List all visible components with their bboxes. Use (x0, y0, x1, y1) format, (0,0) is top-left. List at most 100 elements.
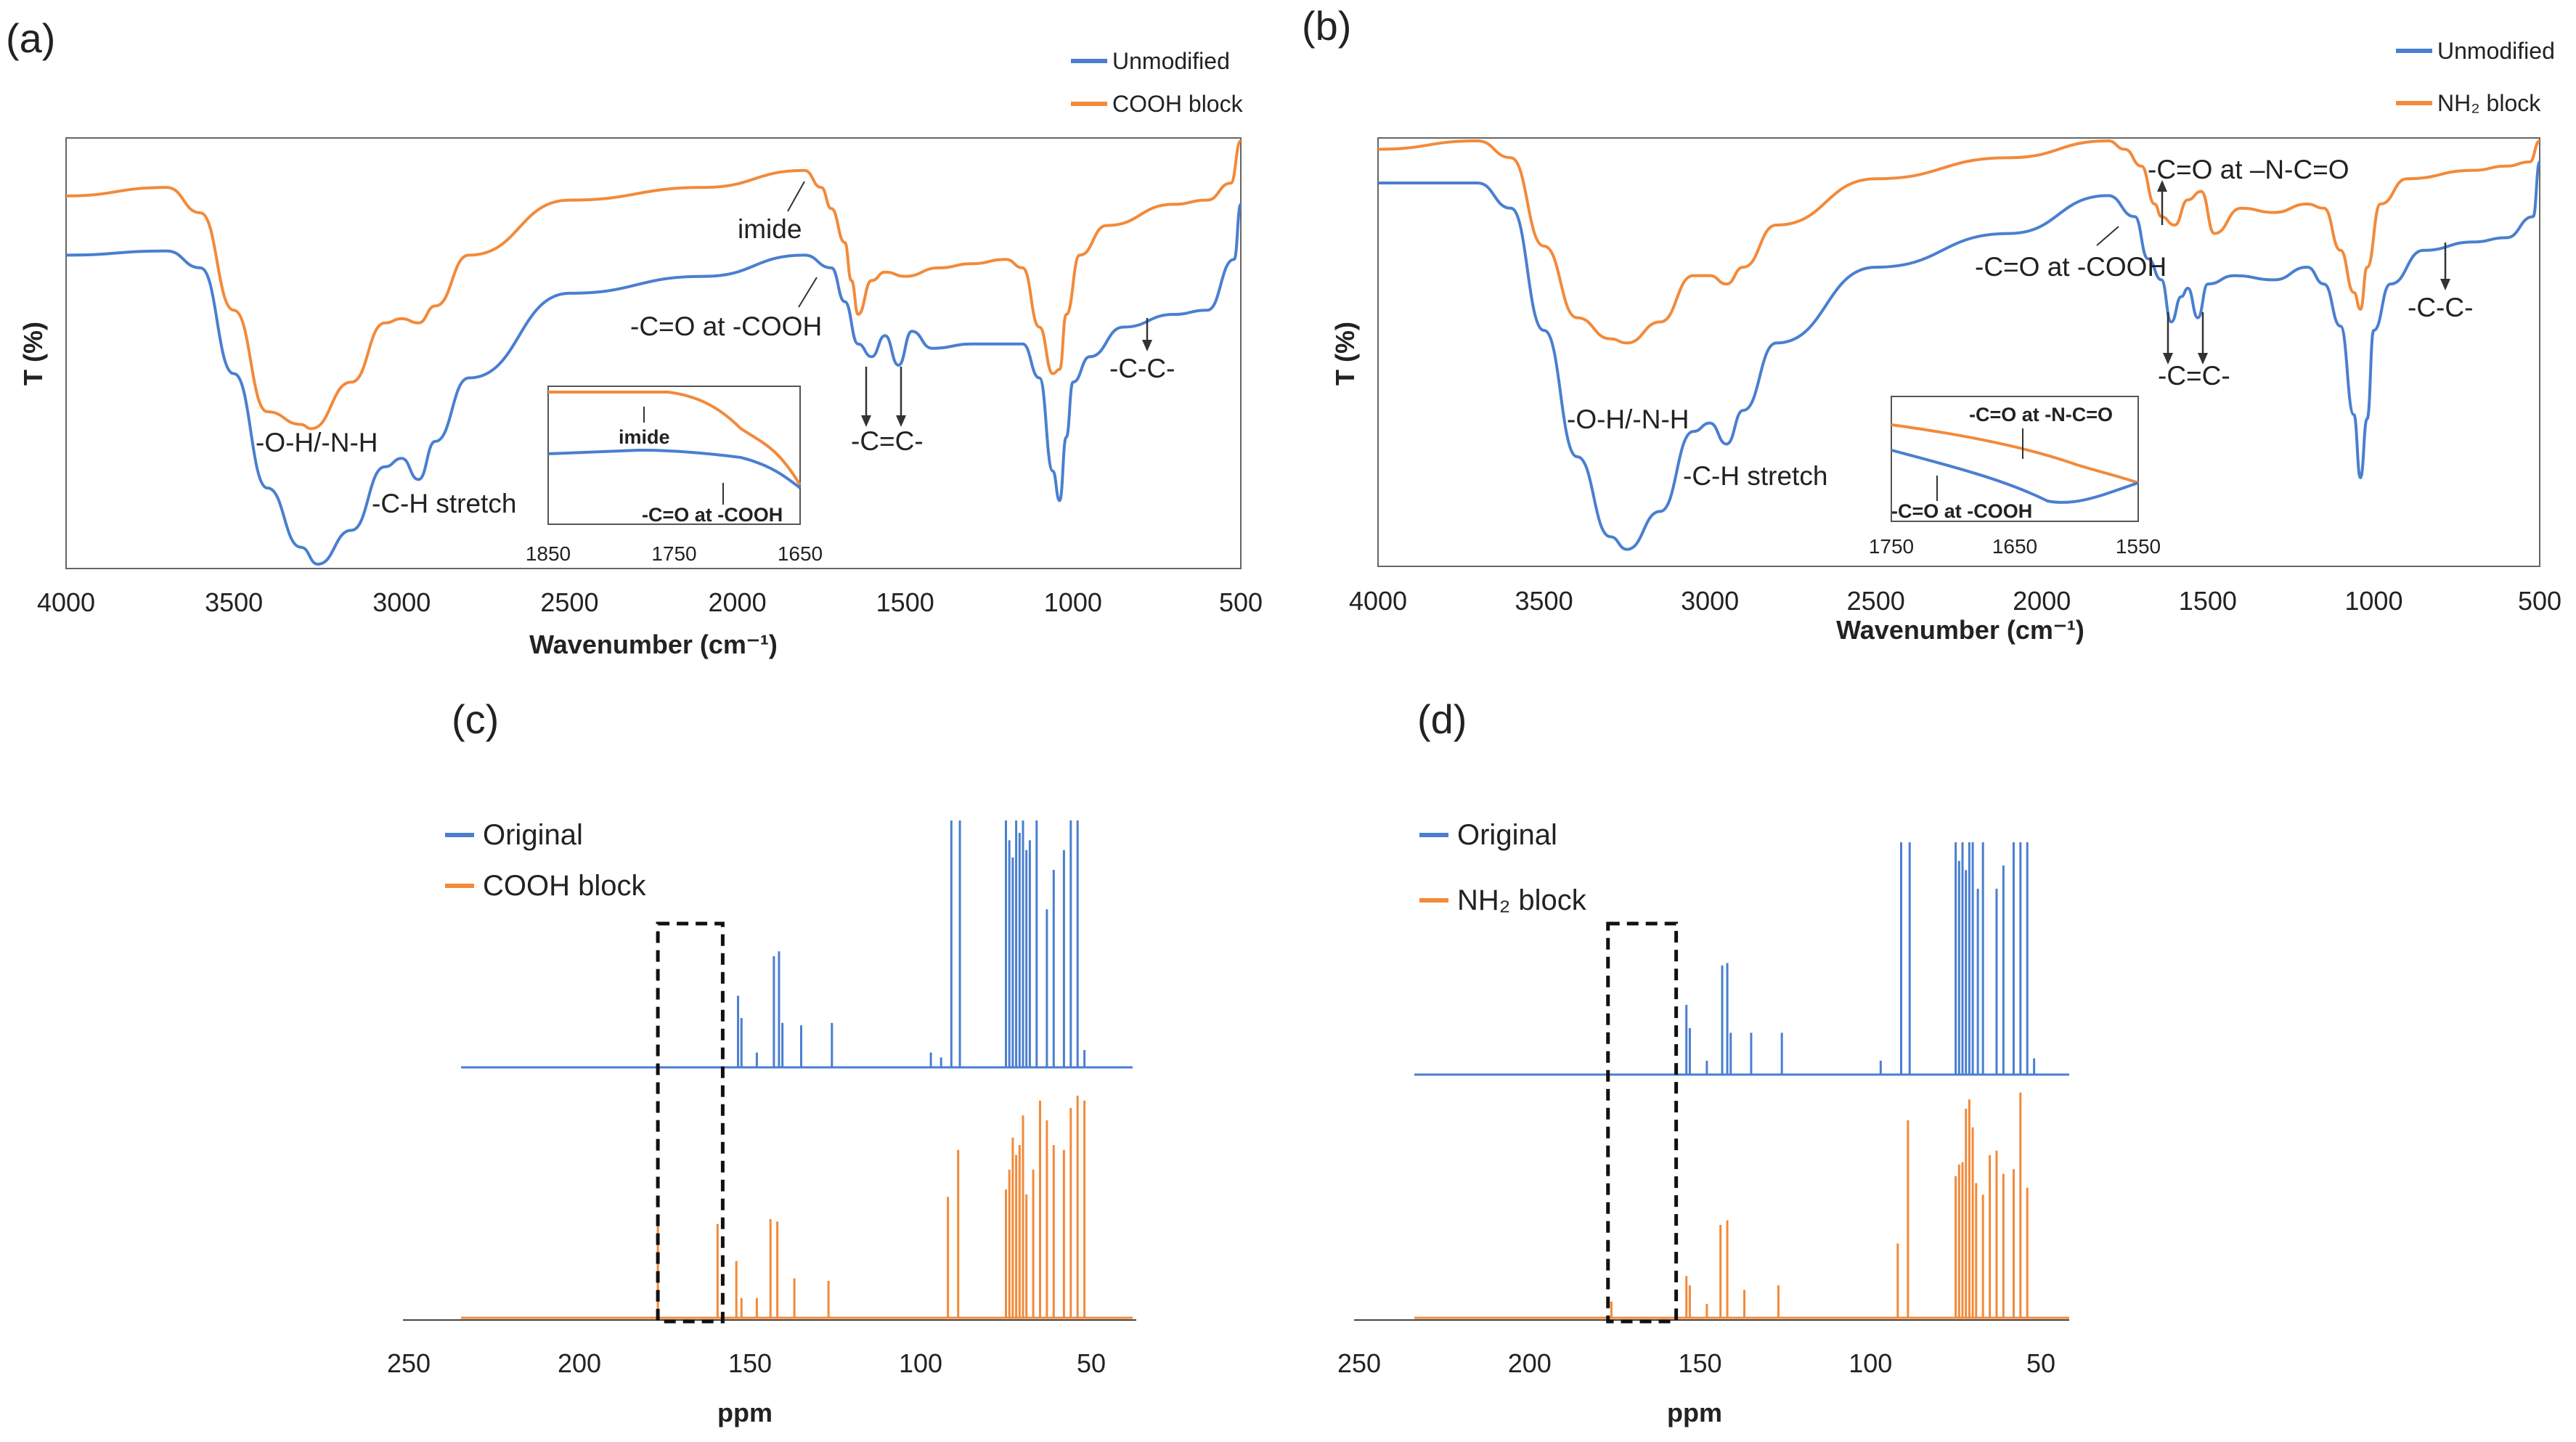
arrowhead-b-cc-1 (2163, 353, 2173, 364)
legend-a-label-0: Unmodified (1112, 48, 1230, 74)
legend-b-label-0: Unmodified (2437, 38, 2555, 64)
inset-tick-label-a-1: 1750 (651, 542, 696, 565)
x-tick-label-c-0: 250 (387, 1348, 431, 1378)
nmr-spectra-d: 250 200 150 100 50 (1337, 842, 2069, 1378)
inset-a-cooh-line (548, 391, 802, 486)
arrowhead-b-nco (2157, 180, 2167, 192)
x-tick-label-c-3: 100 (899, 1348, 942, 1378)
x-tick-label-d-2: 150 (1678, 1348, 1721, 1378)
annotation-b-nco: -C=O at –N-C=O (2148, 155, 2349, 184)
inset-a-annotation-imide: imide (619, 426, 670, 448)
x-axis-title-c: ppm (717, 1398, 773, 1427)
legend-a-label-1: COOH block (1112, 91, 1244, 117)
x-tick-label-b-0: 4000 (1349, 586, 1407, 616)
plot-frame-a (65, 137, 1242, 569)
x-tick-label-b-2: 3000 (1681, 586, 1739, 616)
panel-d: (d) Original NH₂ block 250 200 150 100 50 pp… (1337, 696, 2069, 1427)
x-axis-title-d: ppm (1667, 1398, 1722, 1427)
inset-frame-b (1891, 396, 2139, 522)
x-tick-label-b-4: 2000 (2013, 586, 2071, 616)
inset-tick-label-b-0: 1750 (1869, 535, 1914, 558)
inset-tick-label-a-0: 1850 (526, 542, 571, 565)
x-axis-title-b: Wavenumber (cm⁻¹) (1836, 615, 2084, 645)
arrow-a-cooh (798, 277, 818, 308)
inset-b-nh2-line (1891, 423, 2139, 484)
inset-b-unmod-line (1891, 449, 2139, 504)
x-tick-label-a-4: 2000 (709, 587, 767, 617)
x-tick-label-d-1: 200 (1508, 1348, 1552, 1378)
inset-b-annotation-cooh: -C=O at -COOH (1891, 500, 2032, 522)
plot-frame-b (1377, 137, 2540, 567)
x-ticks-a: 4000 3500 3000 2500 2000 1500 1000 500 (37, 587, 1263, 617)
arrowhead-a-ccs (1142, 340, 1152, 351)
inset-tick-label-b-2: 1550 (2116, 535, 2161, 558)
inset-series-a (547, 391, 802, 489)
x-tick-label-b-6: 1000 (2344, 586, 2402, 616)
arrowhead-b-cc-2 (2198, 353, 2208, 364)
highlight-box-c (656, 921, 725, 1324)
x-tick-label-b-3: 2500 (1847, 586, 1905, 616)
y-axis-title-a: T (%) (18, 322, 48, 386)
legend-c-label-1: COOH block (483, 870, 646, 902)
panel-a-label: (a) (6, 15, 55, 61)
annotation-a-cc-single: -C-C- (1109, 354, 1175, 383)
annotation-b-oh: -O-H/-N-H (1567, 404, 1690, 434)
x-tick-label-a-1: 3500 (205, 587, 263, 617)
arrowhead-b-ccs (2440, 279, 2450, 290)
x-tick-label-a-0: 4000 (37, 587, 95, 617)
x-tick-label-c-1: 200 (558, 1348, 601, 1378)
x-tick-label-c-4: 50 (1077, 1348, 1106, 1378)
annotation-b-cc-single: -C-C- (2408, 293, 2473, 322)
series-line-a-0 (65, 203, 1242, 566)
arrow-b-cooh (2096, 226, 2119, 246)
inset-x-ticks-a: 1850 1750 1650 (526, 542, 823, 565)
x-tick-label-d-0: 250 (1337, 1348, 1381, 1378)
x-tick-label-c-2: 150 (728, 1348, 772, 1378)
x-tick-label-b-5: 1500 (2179, 586, 2237, 616)
panel-c: (c) Original COOH block 250 200 150 100 50 p… (387, 696, 1136, 1427)
annotation-b-ch: -C-H stretch (1683, 461, 1827, 491)
panel-b-label: (b) (1302, 3, 1351, 49)
y-axis-title-b: T (%) (1330, 322, 1360, 386)
legend-d-label-1: NH₂ block (1457, 884, 1587, 916)
annotation-a-cooh: -C=O at -COOH (630, 311, 822, 341)
inset-b-annotation-nco: -C=O at -N-C=O (1969, 404, 2113, 425)
x-tick-label-a-3: 2500 (540, 587, 598, 617)
x-tick-label-a-6: 1000 (1044, 587, 1102, 617)
annotation-b-cooh: -C=O at -COOH (1975, 252, 2167, 282)
arrow-a-imide (787, 181, 805, 212)
nmr-spectra-c: 250 200 150 100 50 (387, 820, 1136, 1378)
annotation-a-imide: imide (738, 214, 802, 244)
inset-x-ticks-b: 1750 1650 1550 (1869, 535, 2161, 558)
series-line-b-1 (1377, 139, 2540, 345)
inset-a-unmod-line (547, 448, 802, 489)
inset-tick-label-a-2: 1650 (778, 542, 823, 565)
panel-b: (b) Unmodified NH₂ block 4000 3500 3000 250… (1302, 3, 2561, 645)
annotation-a-ch: -C-H stretch (372, 489, 516, 518)
annotation-b-cc-double: -C=C- (2158, 361, 2230, 391)
series-line-a-1 (65, 139, 1242, 431)
inset-series-b (1891, 423, 2139, 504)
arrowhead-a-cc-2 (896, 415, 906, 427)
x-tick-label-a-2: 3000 (372, 587, 431, 617)
panel-d-label: (d) (1417, 696, 1467, 742)
arrowhead-a-cc-1 (861, 415, 871, 427)
inset-a-annotation-cooh: -C=O at -COOH (642, 504, 783, 526)
x-tick-label-a-7: 500 (1219, 587, 1263, 617)
x-ticks-b: 4000 3500 3000 2500 2000 1500 1000 500 (1349, 586, 2561, 616)
panel-a: (a) Unmodified COOH block 4000 3500 3000 25… (6, 15, 1263, 659)
x-tick-label-b-7: 500 (2518, 586, 2561, 616)
x-tick-label-d-4: 50 (2026, 1348, 2055, 1378)
series-a (65, 139, 1242, 566)
annotation-a-oh: -O-H/-N-H (256, 428, 378, 457)
inset-tick-label-b-1: 1650 (1992, 535, 2037, 558)
panel-c-label: (c) (452, 696, 499, 742)
x-axis-title-a: Wavenumber (cm⁻¹) (529, 630, 778, 659)
x-tick-label-d-3: 100 (1849, 1348, 1892, 1378)
highlight-box-d (1606, 921, 1679, 1324)
legend-d-label-0: Original (1457, 819, 1557, 851)
legend-b-label-1: NH₂ block (2437, 90, 2541, 116)
series-line-b-0 (1378, 160, 2541, 551)
legend-c-label-0: Original (483, 819, 583, 851)
